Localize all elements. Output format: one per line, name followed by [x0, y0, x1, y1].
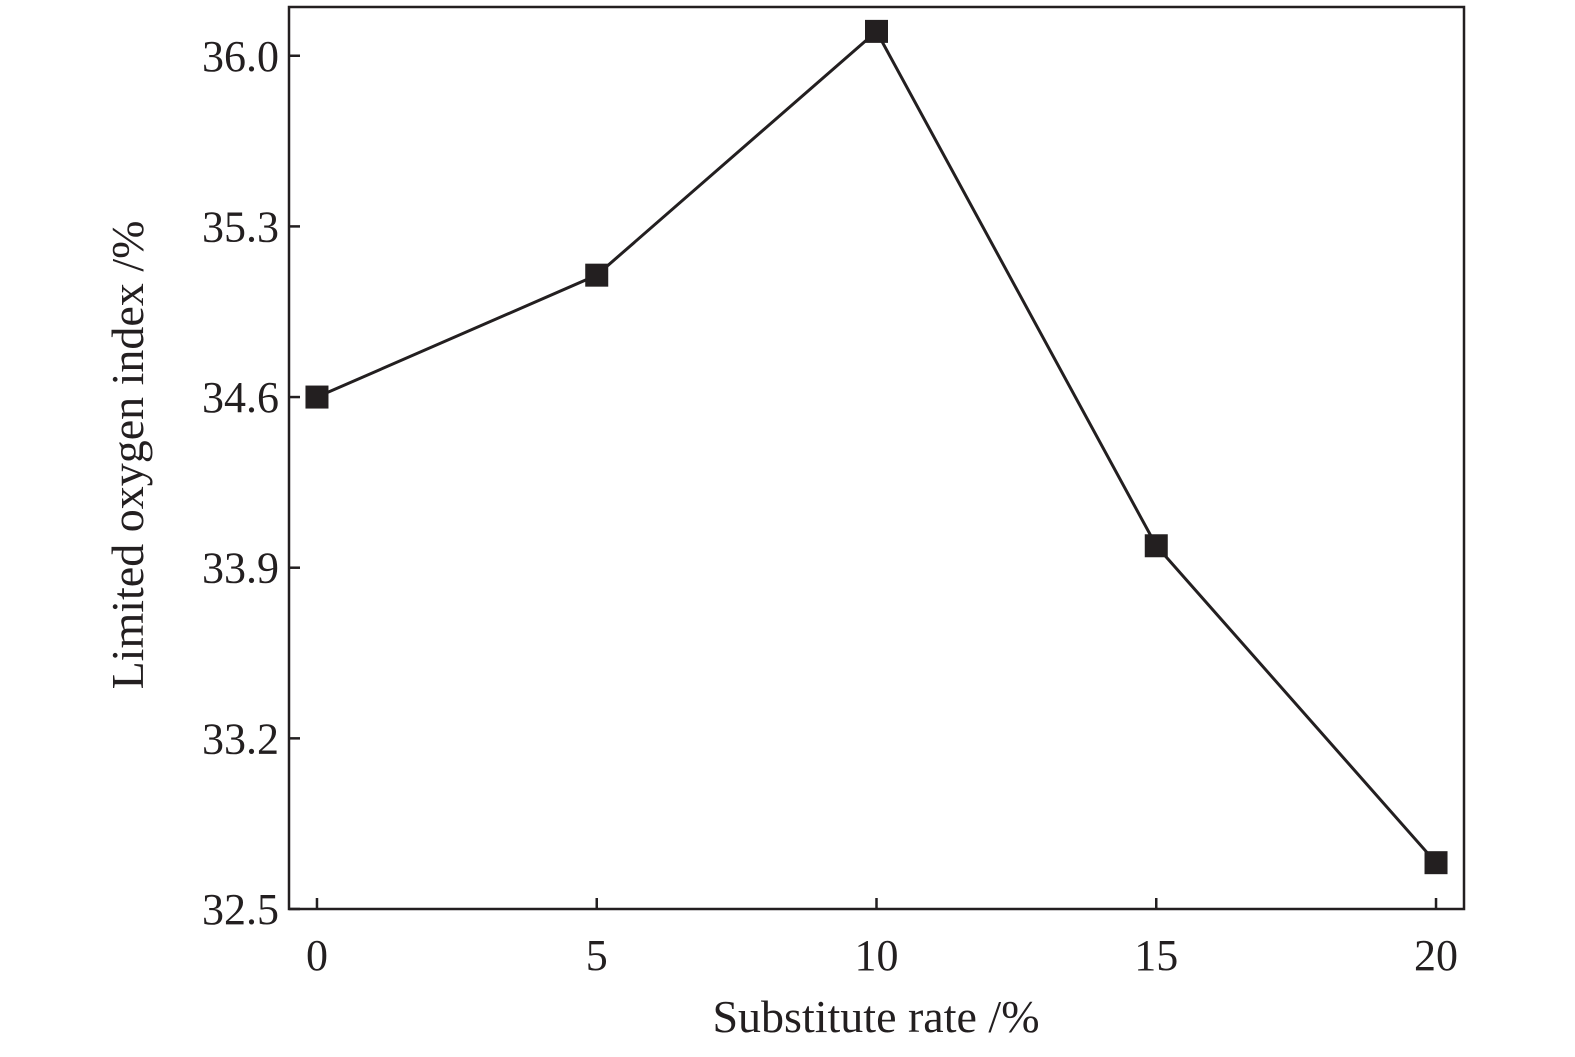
x-axis-title: Substitute rate /% [712, 991, 1039, 1042]
x-tick-label: 5 [586, 931, 608, 980]
y-tick-label: 33.2 [202, 714, 279, 763]
y-axis-ticks: 32.5 33.2 33.9 34.6 35.3 36.0 [202, 32, 300, 934]
y-tick-label: 33.9 [202, 544, 279, 593]
data-point-marker [865, 19, 888, 43]
x-tick-label: 0 [306, 931, 328, 980]
y-tick-label: 32.5 [202, 885, 279, 934]
x-tick-label: 10 [855, 931, 899, 980]
data-point-marker [585, 263, 609, 287]
data-point-marker [1144, 534, 1168, 558]
x-tick-label: 20 [1414, 931, 1458, 980]
y-axis-title: Limited oxygen index /% [102, 221, 153, 690]
x-axis-ticks: 0 5 10 15 20 [306, 898, 1458, 980]
series-markers [305, 19, 1448, 875]
data-point-marker [305, 385, 329, 409]
y-tick-label: 35.3 [202, 202, 279, 251]
data-point-marker [1424, 851, 1448, 875]
y-tick-label: 34.6 [202, 373, 279, 422]
y-tick-label: 36.0 [202, 32, 279, 81]
x-tick-label: 15 [1134, 931, 1178, 980]
